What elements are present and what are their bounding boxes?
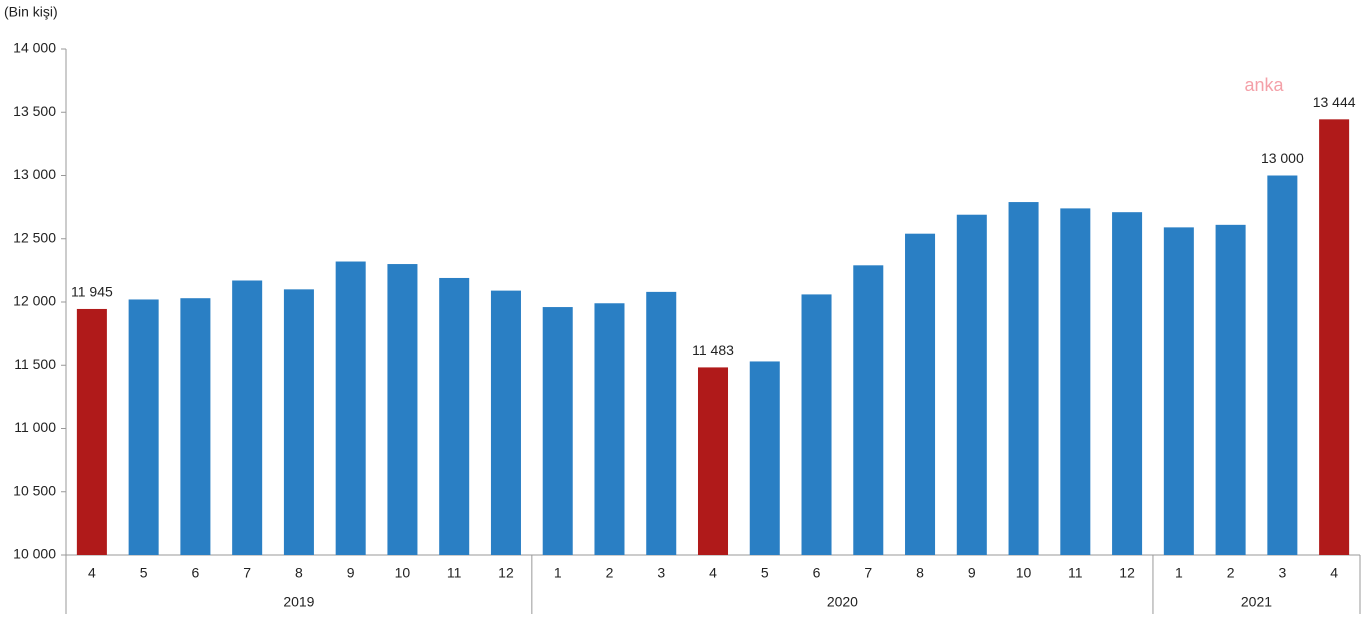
group-label: 2019 [283, 594, 314, 610]
x-tick-label: 2 [1227, 565, 1235, 581]
x-tick-label: 11 [1068, 565, 1083, 581]
y-tick-label: 11 500 [14, 356, 56, 372]
value-label: 11 483 [692, 342, 734, 358]
x-tick-label: 10 [1016, 565, 1032, 581]
group-label: 2021 [1241, 594, 1272, 610]
x-tick-label: 8 [916, 565, 924, 581]
x-tick-label: 6 [192, 565, 200, 581]
x-tick-label: 4 [709, 565, 717, 581]
bar [697, 367, 729, 555]
bar [1215, 224, 1246, 555]
bar [749, 361, 780, 555]
bar [387, 264, 418, 555]
x-tick-label: 4 [88, 565, 96, 581]
bar [542, 307, 573, 555]
bar [1163, 227, 1194, 556]
bar [1060, 208, 1091, 555]
bar [1112, 212, 1143, 555]
y-tick-label: 13 500 [13, 103, 56, 119]
bar [128, 299, 159, 555]
x-tick-label: 6 [813, 565, 821, 581]
bar [646, 291, 677, 555]
y-axis-label: (Bin kişi) [4, 4, 58, 20]
x-tick-label: 1 [554, 565, 562, 581]
bar [801, 294, 832, 555]
bar [956, 214, 987, 555]
bar [439, 277, 470, 555]
y-tick-label: 12 000 [13, 293, 56, 309]
bar [853, 265, 884, 555]
bar [76, 308, 107, 555]
y-tick-label: 12 500 [13, 229, 56, 245]
x-tick-label: 2 [606, 565, 614, 581]
x-tick-label: 9 [347, 565, 355, 581]
value-label: 13 000 [1261, 150, 1304, 166]
watermark: anka [1244, 75, 1284, 95]
x-tick-label: 9 [968, 565, 976, 581]
x-tick-label: 7 [243, 565, 251, 581]
bar [490, 290, 521, 555]
bar [180, 298, 211, 555]
x-tick-label: 3 [657, 565, 665, 581]
x-tick-label: 10 [395, 565, 411, 581]
bar [232, 280, 263, 555]
x-tick-label: 7 [864, 565, 872, 581]
y-tick-label: 13 000 [13, 166, 56, 182]
bar [594, 303, 625, 555]
bar [1267, 175, 1298, 555]
y-tick-label: 11 000 [14, 419, 56, 435]
x-tick-label: 5 [761, 565, 769, 581]
bar [1008, 202, 1039, 555]
x-tick-label: 12 [1119, 565, 1135, 581]
y-tick-label: 10 500 [13, 482, 56, 498]
x-tick-label: 3 [1278, 565, 1286, 581]
bar [1319, 119, 1350, 556]
x-tick-label: 5 [140, 565, 148, 581]
value-label: 13 444 [1313, 94, 1356, 110]
y-tick-label: 14 000 [13, 40, 56, 56]
value-label: 11 945 [71, 284, 113, 300]
x-tick-label: 1 [1175, 565, 1183, 581]
y-tick-label: 10 000 [13, 546, 56, 562]
bar [905, 233, 936, 555]
bar [335, 261, 366, 555]
x-tick-label: 8 [295, 565, 303, 581]
bar [283, 289, 314, 555]
x-tick-label: 11 [447, 565, 462, 581]
x-tick-label: 4 [1330, 565, 1338, 581]
x-tick-label: 12 [498, 565, 514, 581]
group-label: 2020 [827, 594, 858, 610]
